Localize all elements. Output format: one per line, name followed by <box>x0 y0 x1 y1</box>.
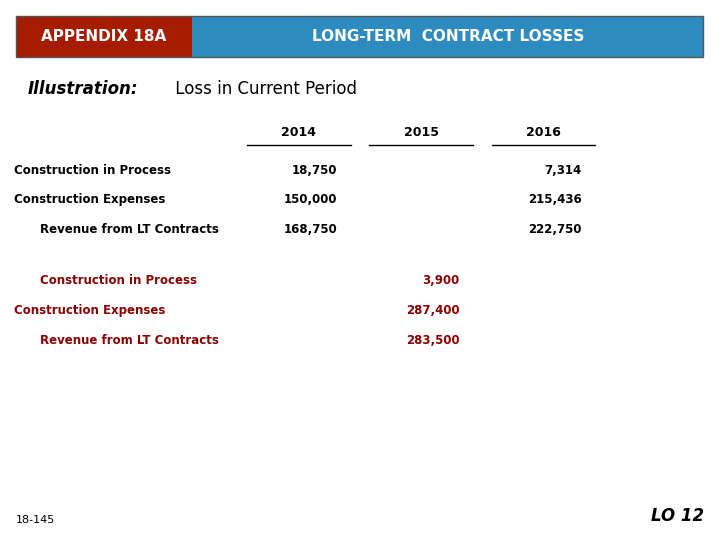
Text: Illustration:: Illustration: <box>27 80 138 98</box>
FancyBboxPatch shape <box>16 16 192 57</box>
Text: Revenue from LT Contracts: Revenue from LT Contracts <box>40 334 218 347</box>
Text: 2014: 2014 <box>282 126 316 139</box>
Text: Loss in Current Period: Loss in Current Period <box>170 80 357 98</box>
Text: 222,750: 222,750 <box>528 223 582 236</box>
Text: APPENDIX 18A: APPENDIX 18A <box>42 29 166 44</box>
Text: Construction in Process: Construction in Process <box>40 274 197 287</box>
Text: 7,314: 7,314 <box>544 164 582 177</box>
Text: LO 12: LO 12 <box>651 507 704 525</box>
Text: 287,400: 287,400 <box>406 304 459 317</box>
Text: 215,436: 215,436 <box>528 193 582 206</box>
FancyBboxPatch shape <box>192 16 703 57</box>
Text: Construction in Process: Construction in Process <box>14 164 171 177</box>
Text: Construction Expenses: Construction Expenses <box>14 304 166 317</box>
Text: 18,750: 18,750 <box>292 164 337 177</box>
Text: 168,750: 168,750 <box>283 223 337 236</box>
Text: 283,500: 283,500 <box>406 334 459 347</box>
Text: LONG-TERM  CONTRACT LOSSES: LONG-TERM CONTRACT LOSSES <box>312 29 584 44</box>
Text: 2016: 2016 <box>526 126 561 139</box>
Text: Revenue from LT Contracts: Revenue from LT Contracts <box>40 223 218 236</box>
Text: 18-145: 18-145 <box>16 515 55 525</box>
Text: Construction Expenses: Construction Expenses <box>14 193 166 206</box>
Text: 3,900: 3,900 <box>422 274 459 287</box>
Text: 2015: 2015 <box>404 126 438 139</box>
Text: 150,000: 150,000 <box>284 193 337 206</box>
